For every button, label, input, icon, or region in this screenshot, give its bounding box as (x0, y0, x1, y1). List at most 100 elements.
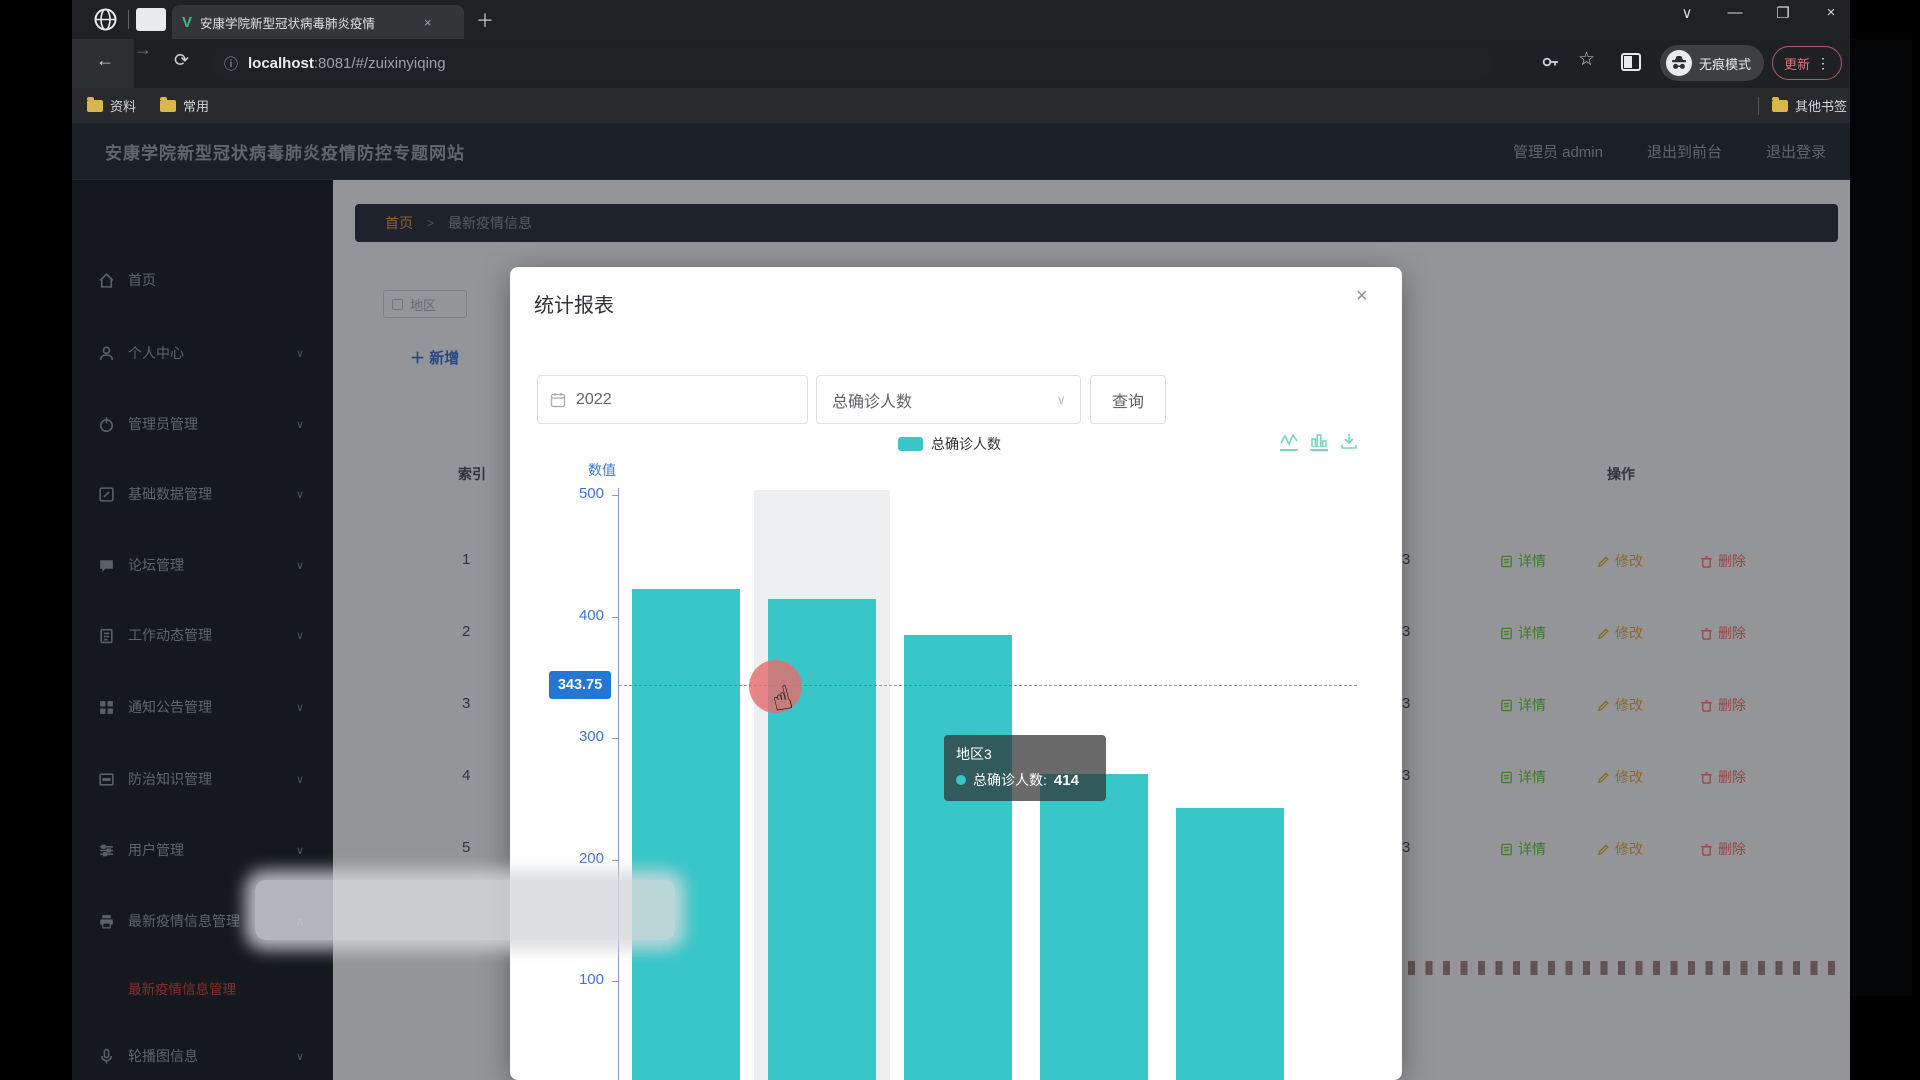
tab-strip: V 安康学院新型冠状病毒肺炎疫情 × ＋ ∨ — ❐ × (72, 0, 1850, 39)
delete-button[interactable]: 删除 (1700, 767, 1746, 787)
sidebar-item-home[interactable]: 首页 (72, 260, 333, 300)
edit-button[interactable]: 修改 (1597, 839, 1643, 859)
bar-4[interactable] (1040, 774, 1148, 1080)
bookmark-folder-1[interactable]: 资料 (87, 96, 136, 115)
detail-button[interactable]: 详情 (1500, 839, 1546, 859)
metric-select[interactable]: 总确诊人数 ∨ (816, 375, 1081, 424)
year-date-input[interactable]: 2022 (537, 375, 808, 424)
edit-button[interactable]: 修改 (1597, 623, 1643, 643)
url-host: localhost (248, 55, 314, 72)
sidebar-item-knowledge[interactable]: 防治知识管理 ∨ (72, 759, 333, 799)
chevron-down-icon: ∨ (296, 488, 305, 501)
add-new-button[interactable]: ＋ 新增 (410, 347, 459, 368)
sidebar-label: 工作动态管理 (128, 627, 212, 643)
detail-button[interactable]: 详情 (1500, 767, 1546, 787)
folder-icon (1772, 96, 1788, 112)
delete-button[interactable]: 删除 (1700, 695, 1746, 715)
y-tick-label: 500 (578, 485, 604, 502)
pagination-strip[interactable] (1408, 961, 1838, 975)
query-button[interactable]: 查询 (1090, 375, 1166, 424)
logout-link[interactable]: 退出登录 (1765, 144, 1826, 161)
sidebar-item-base-data[interactable]: 基础数据管理 ∨ (72, 474, 333, 514)
sidebar-item-admin-mgmt[interactable]: 管理员管理 ∨ (72, 404, 333, 444)
delete-button[interactable]: 删除 (1700, 551, 1746, 571)
bar-chart-icon[interactable] (1310, 433, 1328, 451)
detail-button[interactable]: 详情 (1500, 623, 1546, 643)
sidebar-item-work-news[interactable]: 工作动态管理 ∨ (72, 615, 333, 655)
dialog-title: 统计报表 (534, 295, 614, 317)
window-chevron-icon[interactable]: ∨ (1681, 5, 1693, 22)
sidebar-label: 最新疫情信息管理 (128, 913, 240, 929)
white-square-icon[interactable] (136, 8, 166, 31)
url-path: :8081/#/zuixinyiqing (313, 55, 446, 72)
chart-legend[interactable]: 总确诊人数 (898, 434, 1001, 454)
add-new-label: 新增 (429, 350, 460, 367)
query-label: 查询 (1111, 393, 1144, 411)
download-icon[interactable] (1340, 433, 1358, 451)
window-minimize-button[interactable]: — (1727, 4, 1743, 21)
admin-user-label: 管理员 admin (1512, 144, 1603, 161)
detail-button[interactable]: 详情 (1500, 695, 1546, 715)
bookmark-label: 常用 (183, 99, 210, 114)
reload-button[interactable]: ⟳ (174, 50, 190, 70)
bar-1[interactable] (632, 588, 740, 1080)
folder-icon (87, 96, 103, 112)
legend-label: 总确诊人数 (931, 436, 1001, 452)
new-tab-button[interactable]: ＋ (476, 11, 494, 31)
region-filter-input[interactable]: 地区 (383, 290, 467, 318)
sidebar-item-users[interactable]: 用户管理 ∨ (72, 830, 333, 870)
row-cell-fragment: 3 (1402, 839, 1411, 856)
delete-button[interactable]: 删除 (1700, 839, 1746, 859)
bookmark-label: 资料 (110, 99, 137, 114)
tooltip-value: 414 (1053, 771, 1079, 789)
sidebar-item-carousel[interactable]: 轮播图信息 ∨ (72, 1036, 333, 1076)
split-view-icon[interactable] (1620, 51, 1642, 78)
bar-3[interactable] (904, 634, 1012, 1080)
site-info-icon[interactable]: ⓘ (224, 55, 238, 72)
key-icon[interactable] (1540, 52, 1560, 77)
bookmark-star-icon[interactable]: ☆ (1578, 49, 1596, 70)
sidebar-item-notices[interactable]: 通知公告管理 ∨ (72, 687, 333, 727)
sidebar-item-profile[interactable]: 个人中心 ∨ (72, 333, 333, 373)
edit-button[interactable]: 修改 (1597, 767, 1643, 787)
tab-separator (128, 10, 129, 29)
y-tick-label: 400 (578, 606, 604, 624)
plus-icon: ＋ (410, 350, 426, 367)
address-bar[interactable]: ⓘ localhost:8081/#/zuixinyiqing (210, 47, 1494, 80)
row-cell-fragment: 3 (1402, 623, 1411, 640)
incognito-icon (1666, 50, 1692, 76)
row-index: 1 (462, 551, 471, 568)
metric-value: 总确诊人数 (832, 393, 913, 411)
window-close-button[interactable]: × (1826, 4, 1836, 21)
other-bookmarks[interactable]: 其他书签 (1772, 96, 1847, 115)
edit-button[interactable]: 修改 (1597, 551, 1643, 571)
sidebar-item-forum[interactable]: 论坛管理 ∨ (72, 545, 333, 585)
bookmarks-bar: 资料 常用 其他书签 (72, 88, 1850, 123)
sidebar-subitem-epidemic-info-active[interactable]: 最新疫情信息管理 (128, 982, 236, 997)
dialog-close-icon[interactable]: × (1356, 285, 1368, 307)
printer-icon (98, 913, 115, 930)
globe-icon[interactable] (92, 6, 119, 33)
edit-button[interactable]: 修改 (1597, 695, 1643, 715)
exit-to-front-link[interactable]: 退出到前台 (1646, 144, 1722, 161)
active-tab[interactable]: V 安康学院新型冠状病毒肺炎疫情 × (172, 5, 464, 39)
chevron-down-icon: ∨ (296, 773, 305, 786)
legend-swatch (898, 437, 923, 451)
bookmarks-separator (1758, 96, 1759, 115)
breadcrumb-home[interactable]: 首页 (385, 215, 413, 231)
bar-5[interactable] (1176, 808, 1284, 1080)
back-button[interactable]: ← (96, 50, 114, 70)
delete-button[interactable]: 删除 (1700, 623, 1746, 643)
axis-pointer-line (619, 684, 1357, 686)
tab-close-icon[interactable]: × (424, 14, 432, 30)
line-chart-icon[interactable] (1280, 433, 1298, 451)
detail-button[interactable]: 详情 (1500, 551, 1546, 571)
bookmark-folder-2[interactable]: 常用 (160, 96, 209, 115)
sidebar-label: 首页 (128, 272, 156, 288)
update-button[interactable]: 更新 ⋮ (1772, 46, 1842, 80)
y-tick-mark (612, 981, 618, 982)
window-restore-button[interactable]: ❐ (1776, 5, 1790, 22)
clipboard-icon (98, 627, 115, 644)
checkbox-icon (392, 298, 403, 310)
browser-menu-icon[interactable]: ⋮ (1816, 54, 1830, 71)
